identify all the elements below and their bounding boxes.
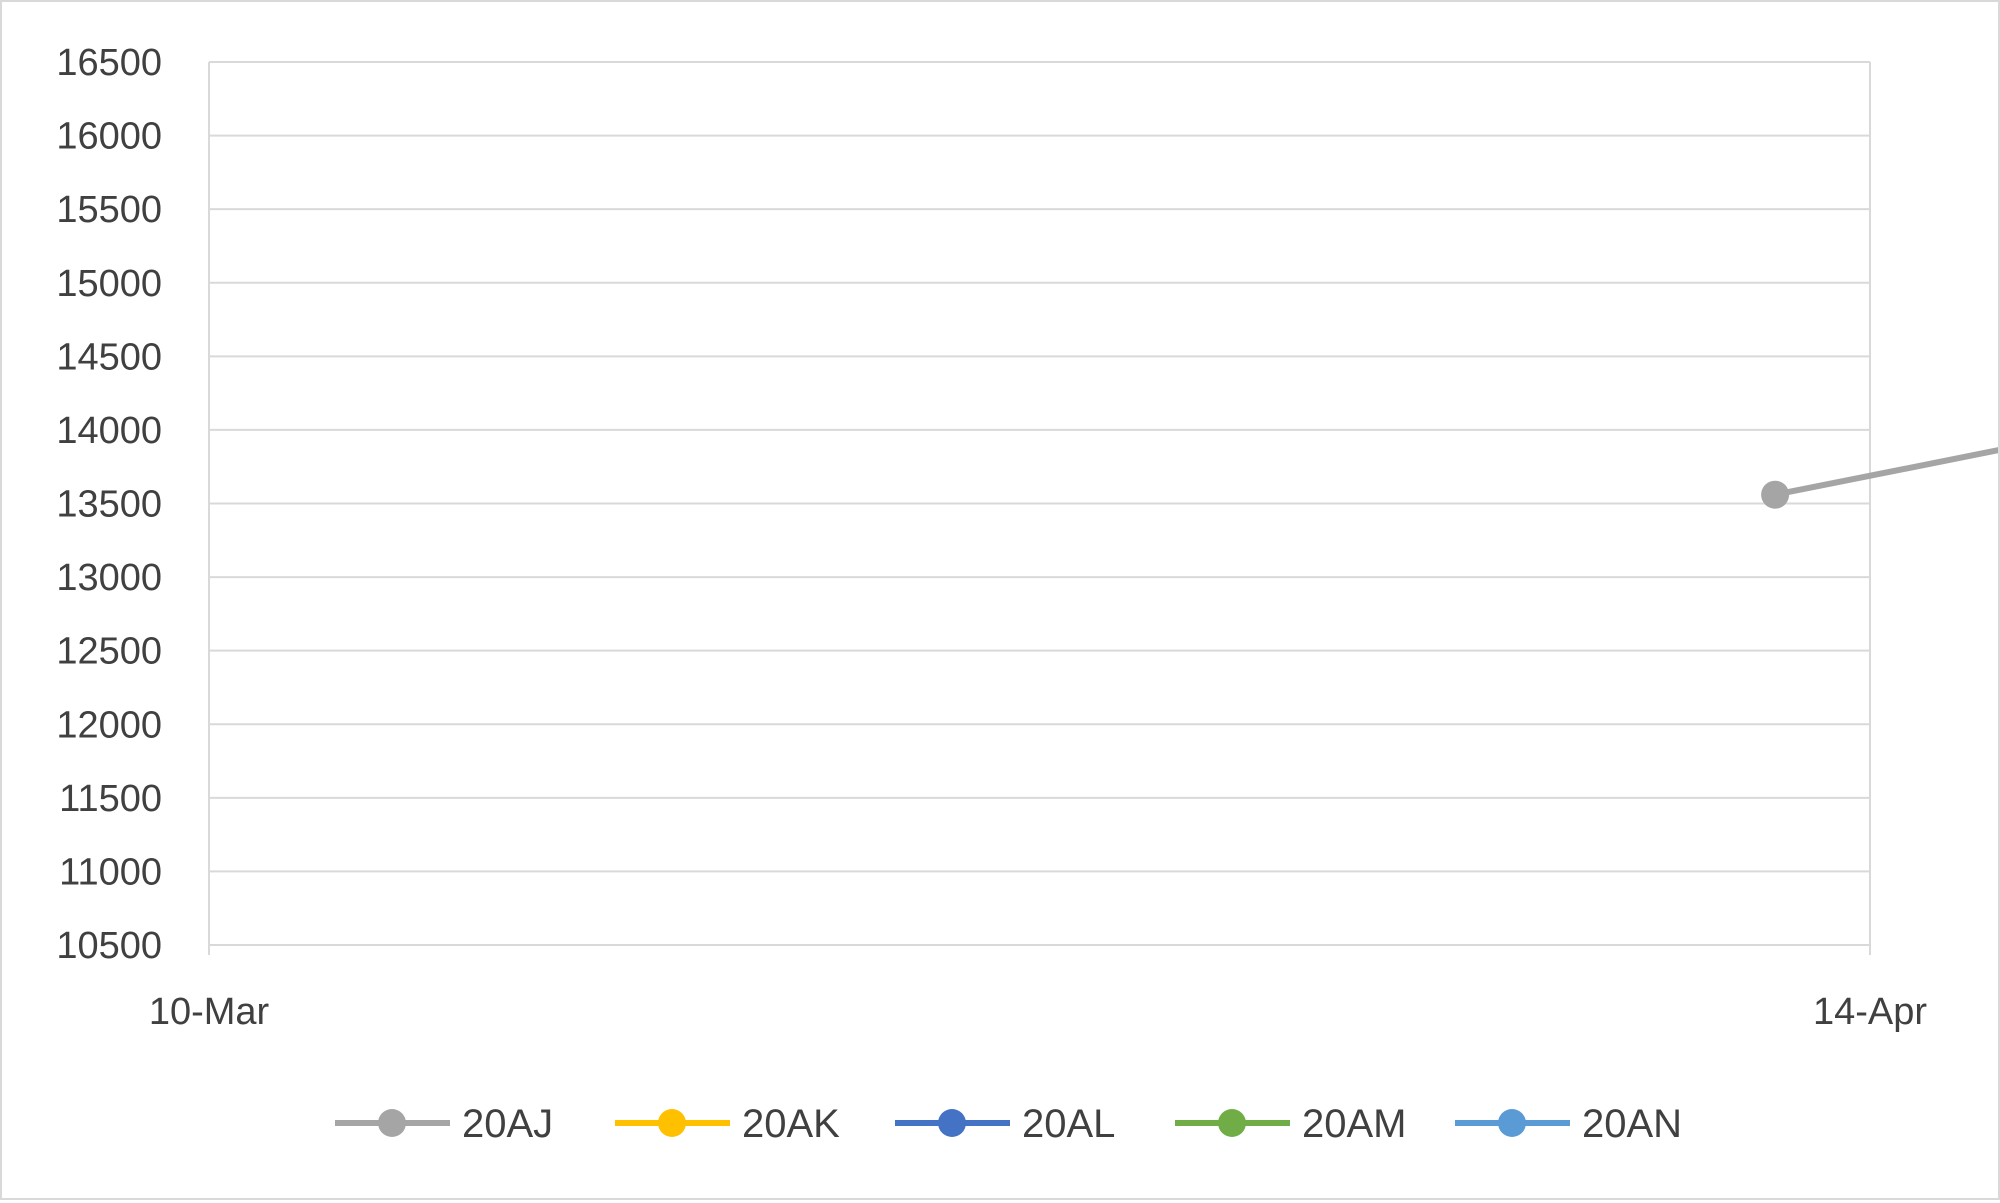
y-tick-label: 12500 bbox=[56, 631, 162, 673]
y-tick-label: 15000 bbox=[56, 263, 162, 305]
legend-marker bbox=[658, 1109, 686, 1137]
y-tick-label: 13500 bbox=[56, 484, 162, 526]
y-tick-label: 12000 bbox=[56, 704, 162, 746]
series-20aj bbox=[1761, 446, 2000, 509]
data-point bbox=[1761, 480, 1790, 509]
grid-layer bbox=[208, 61, 1871, 946]
legend-marker bbox=[938, 1109, 966, 1137]
legend-label: 20AN bbox=[1582, 1102, 1682, 1146]
legend-item-20an: 20AN bbox=[1455, 1102, 1682, 1146]
y-tick-label: 11000 bbox=[59, 851, 162, 893]
y-tick-label: 11500 bbox=[59, 778, 162, 820]
series-line bbox=[1774, 446, 2000, 498]
y-tick-label: 16500 bbox=[56, 42, 162, 84]
legend-label: 20AL bbox=[1022, 1102, 1115, 1146]
legend-label: 20AK bbox=[742, 1102, 840, 1146]
y-tick-label: 14500 bbox=[56, 336, 162, 378]
series-layer bbox=[1761, 446, 2000, 509]
y-tick-label: 15500 bbox=[56, 189, 162, 231]
axis-layer: 16500 16000 15500 15000 14500 14000 13500 13000… bbox=[56, 42, 1927, 1033]
legend: 20AJ 20AK 20AL 20AM 20AN bbox=[335, 1102, 1682, 1146]
legend-marker bbox=[378, 1109, 406, 1137]
x-tick-label: 14-Apr bbox=[1813, 991, 1927, 1033]
legend-label: 20AJ bbox=[462, 1102, 553, 1146]
legend-marker bbox=[1218, 1109, 1246, 1137]
legend-item-20aj: 20AJ bbox=[335, 1102, 553, 1146]
y-tick-label: 13000 bbox=[56, 557, 162, 599]
legend-label: 20AM bbox=[1302, 1102, 1407, 1146]
legend-marker bbox=[1498, 1109, 1526, 1137]
y-tick-label: 16000 bbox=[56, 116, 162, 158]
legend-item-20ak: 20AK bbox=[615, 1102, 840, 1146]
legend-item-20al: 20AL bbox=[895, 1102, 1115, 1146]
x-tick-label: 10-Mar bbox=[149, 991, 270, 1033]
legend-item-20am: 20AM bbox=[1175, 1102, 1407, 1146]
y-tick-label: 14000 bbox=[56, 410, 162, 452]
y-tick-label: 10500 bbox=[56, 925, 162, 967]
